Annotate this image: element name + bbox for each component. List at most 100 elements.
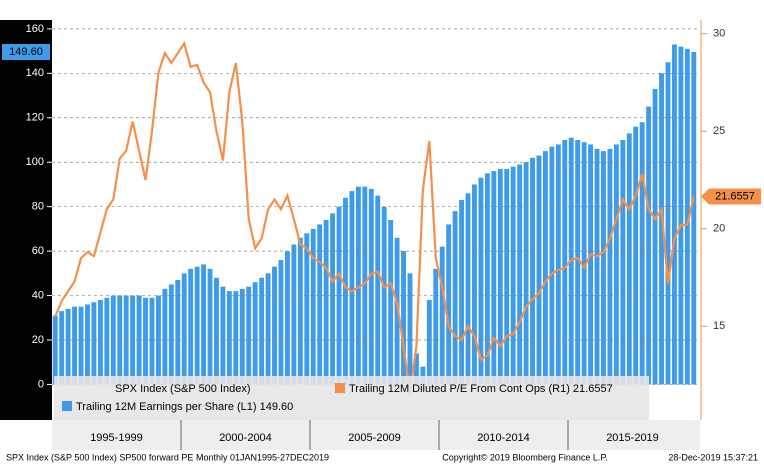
- bar: [691, 52, 697, 385]
- bar: [459, 200, 465, 385]
- bar: [581, 142, 587, 385]
- bar: [607, 148, 613, 385]
- bar: [555, 144, 561, 385]
- last-value-label: 149.60: [9, 46, 43, 58]
- bar: [85, 304, 90, 385]
- bar: [72, 306, 78, 385]
- bar: [497, 168, 503, 385]
- last-value-box: [2, 44, 50, 60]
- footer-right: 28-Dec-2019 15:37:21: [668, 452, 758, 462]
- bar: [633, 126, 639, 385]
- bar: [155, 295, 161, 385]
- x-period-label: 2015-2019: [606, 432, 659, 444]
- footer-center: Copyright© 2019 Bloomberg Finance L.P.: [442, 452, 608, 462]
- bar: [394, 237, 400, 385]
- bar: [601, 151, 606, 385]
- bar: [297, 237, 303, 385]
- bar: [452, 211, 458, 385]
- bar: [246, 286, 252, 385]
- bar: [465, 193, 471, 385]
- bar: [336, 206, 342, 385]
- bar: [433, 268, 439, 385]
- bar: [478, 177, 484, 385]
- y-tick-label: 160: [26, 23, 44, 35]
- bar: [194, 266, 200, 385]
- footer-left: SPX Index (S&P 500 Index) SP500 forward …: [6, 452, 329, 462]
- bar: [78, 306, 84, 385]
- bar: [549, 146, 555, 385]
- bar: [510, 166, 516, 385]
- bar: [439, 246, 445, 385]
- pe-line: [54, 40, 695, 395]
- x-period-label: 2000-2004: [219, 432, 272, 444]
- y-tick-label: 120: [26, 112, 44, 124]
- y2-tick-label: 15: [713, 320, 725, 332]
- bar: [504, 168, 510, 385]
- bar: [162, 288, 168, 385]
- bar: [175, 280, 181, 385]
- last-value-label: 21.6557: [715, 190, 755, 202]
- bar: [214, 277, 219, 385]
- bar: [317, 224, 323, 385]
- bar: [91, 302, 97, 385]
- bar: [233, 291, 239, 385]
- bar: [388, 220, 394, 385]
- bar: [291, 244, 297, 385]
- legend-entry: Trailing 12M Diluted P/E From Cont Ops (…: [349, 383, 613, 395]
- bar: [542, 151, 548, 385]
- bar: [575, 140, 581, 385]
- legend-swatch: [335, 383, 345, 393]
- y-tick-label: 140: [26, 67, 44, 79]
- y-tick-label: 20: [32, 334, 44, 346]
- x-axis-band: [52, 420, 700, 450]
- bar: [446, 224, 452, 385]
- bar: [310, 228, 316, 385]
- bar: [671, 44, 677, 385]
- bar: [104, 297, 110, 385]
- bar: [97, 300, 103, 385]
- bar: [226, 291, 232, 385]
- y-tick-label: 0: [38, 378, 44, 390]
- bar: [626, 133, 632, 385]
- bar: [239, 288, 245, 385]
- bar: [375, 195, 381, 385]
- bar: [652, 88, 658, 385]
- bar: [523, 162, 529, 385]
- bar: [413, 353, 419, 385]
- bar: [536, 155, 542, 385]
- bar: [149, 297, 155, 385]
- bar: [594, 148, 600, 385]
- bar: [59, 311, 65, 385]
- legend-box: [54, 376, 649, 420]
- bar: [259, 277, 265, 385]
- bar: [323, 220, 329, 385]
- bar: [530, 157, 535, 385]
- y2-tick-label: 25: [713, 125, 725, 137]
- x-period-label: 1995-1999: [90, 432, 143, 444]
- bar: [368, 188, 374, 385]
- y-tick-label: 80: [32, 201, 44, 213]
- bar: [426, 300, 432, 385]
- y2-tick-label: 20: [713, 223, 725, 235]
- y-tick-label: 40: [32, 289, 44, 301]
- bar: [659, 73, 664, 385]
- bar: [588, 144, 594, 385]
- bar: [201, 264, 207, 385]
- bar: [646, 106, 652, 385]
- bar: [278, 260, 284, 385]
- bar: [349, 191, 355, 385]
- bar: [362, 186, 368, 385]
- x-period-label: 2005-2009: [348, 432, 401, 444]
- bar: [517, 164, 523, 385]
- bar: [491, 171, 497, 385]
- bar: [472, 184, 477, 385]
- bar: [562, 140, 568, 385]
- bar: [252, 282, 258, 385]
- y2-tick-label: 30: [713, 28, 725, 40]
- bar: [343, 197, 348, 385]
- bar: [284, 251, 290, 385]
- bar: [272, 266, 277, 385]
- bar: [181, 273, 187, 385]
- bar: [52, 315, 58, 385]
- left-axis-band: [0, 20, 52, 420]
